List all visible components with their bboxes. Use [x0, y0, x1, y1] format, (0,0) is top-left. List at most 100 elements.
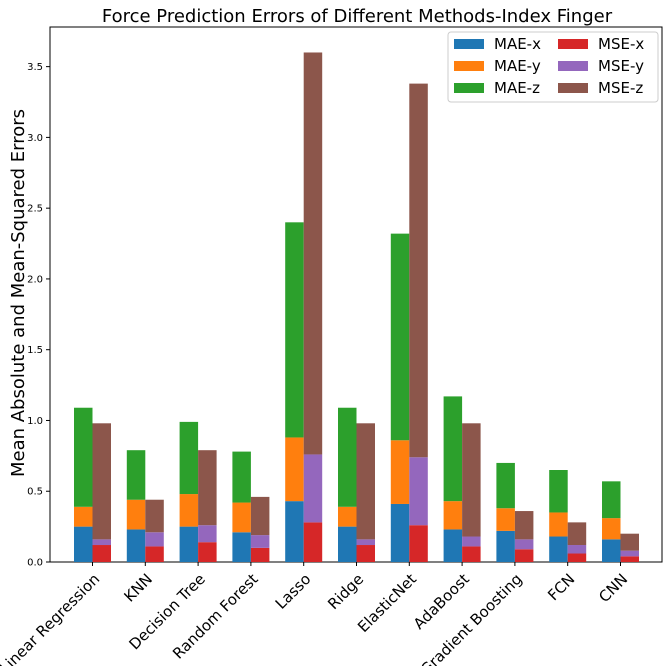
legend-swatch-mae-z	[454, 83, 484, 93]
bar-cnn-mae-y	[602, 518, 621, 540]
bar-knn-mse-y	[145, 532, 164, 547]
legend-frame	[447, 31, 659, 103]
x-tick-label-linear-regression: Linear Regression	[0, 570, 103, 666]
bars-layer	[74, 52, 639, 562]
bar-linear-regression-mse-y	[92, 539, 111, 546]
bar-decision-tree-mse-y	[198, 525, 217, 543]
legend-label-mae-y: MAE-y	[494, 57, 541, 75]
bar-linear-regression-mae-z	[74, 407, 93, 507]
y-tick-label: 1.0	[27, 416, 43, 427]
x-tick-label-fcn: FCN	[544, 570, 578, 604]
bar-elasticnet-mse-z	[409, 83, 428, 458]
bar-ridge-mse-z	[356, 423, 375, 540]
y-tick-label: 2.5	[27, 204, 43, 215]
bar-elasticnet-mae-y	[390, 440, 410, 504]
y-axis: 0.0 0.5 1.0 1.5 2.0 2.5 3.0 3.5	[27, 62, 50, 569]
y-tick-label: 3.0	[27, 133, 43, 144]
legend-label-mse-y: MSE-y	[598, 57, 644, 75]
bar-ridge-mse-y	[356, 539, 375, 546]
bar-random-forest-mae-z	[232, 451, 251, 503]
bar-decision-tree-mae-y	[179, 494, 199, 527]
bar-knn-mae-y	[126, 499, 146, 530]
bar-random-forest-mae-y	[232, 502, 251, 533]
bar-fcn-mse-y	[567, 545, 587, 554]
bar-cnn-mse-y	[620, 550, 639, 557]
bar-fcn-mae-y	[549, 512, 568, 537]
bar-ridge-mae-y	[338, 506, 357, 527]
legend: MAE-x MSE-x MAE-y MSE-y MAE-z MSE-z	[447, 31, 659, 103]
bar-linear-regression-mse-x	[92, 545, 111, 562]
bar-linear-regression-mae-y	[74, 506, 93, 527]
legend-swatch-mse-z	[558, 83, 588, 93]
y-tick-label: 0.5	[27, 487, 43, 498]
bar-lasso-mse-x	[303, 522, 323, 562]
bar-adaboost-mae-z	[443, 396, 463, 502]
bar-linear-regression-mae-x	[74, 526, 93, 562]
bar-cnn-mse-x	[620, 556, 639, 562]
bar-lasso-mse-z	[303, 52, 323, 455]
bar-ridge-mae-z	[338, 407, 357, 507]
y-tick-label: 2.0	[27, 274, 43, 285]
bar-random-forest-mse-x	[250, 547, 270, 562]
bar-adaboost-mse-y	[462, 536, 481, 547]
legend-swatch-mse-y	[558, 61, 588, 71]
bar-knn-mae-x	[126, 529, 146, 562]
bar-random-forest-mae-x	[232, 532, 251, 562]
bar-gradient-boosting-mae-x	[496, 530, 515, 562]
bar-lasso-mae-x	[285, 501, 304, 562]
y-tick-label: 1.5	[27, 345, 43, 356]
bar-lasso-mse-y	[303, 454, 323, 523]
bar-lasso-mae-y	[285, 437, 304, 502]
bar-adaboost-mae-x	[443, 529, 463, 562]
bar-elasticnet-mse-x	[409, 525, 428, 562]
bar-gradient-boosting-mae-z	[496, 462, 515, 509]
bar-elasticnet-mae-z	[390, 233, 410, 441]
y-axis-label: Mean Absolute and Mean-Squared Errors	[8, 109, 29, 477]
bar-adaboost-mae-y	[443, 501, 463, 530]
bar-decision-tree-mse-x	[198, 542, 217, 562]
bar-decision-tree-mse-z	[198, 450, 217, 526]
legend-label-mse-x: MSE-x	[598, 35, 644, 53]
legend-swatch-mse-x	[558, 39, 588, 49]
y-tick-label: 3.5	[27, 62, 43, 73]
bar-ridge-mae-x	[338, 526, 357, 562]
bar-linear-regression-mse-z	[92, 423, 111, 540]
bar-random-forest-mse-z	[250, 496, 270, 536]
bar-elasticnet-mse-y	[409, 457, 428, 526]
bar-gradient-boosting-mse-z	[514, 511, 534, 540]
bar-cnn-mae-x	[602, 539, 621, 562]
bar-fcn-mse-x	[567, 553, 587, 562]
legend-swatch-mae-x	[454, 39, 484, 49]
bar-adaboost-mse-x	[462, 546, 481, 562]
x-tick-label-ridge: Ridge	[324, 570, 367, 613]
bar-elasticnet-mae-x	[390, 503, 410, 562]
bar-knn-mse-x	[145, 546, 164, 562]
bar-cnn-mse-z	[620, 533, 639, 551]
bar-fcn-mae-z	[549, 470, 568, 513]
x-tick-label-cnn: CNN	[595, 570, 631, 606]
legend-label-mae-x: MAE-x	[494, 35, 541, 53]
bar-lasso-mae-z	[285, 222, 304, 438]
bar-fcn-mse-z	[567, 522, 587, 546]
bar-gradient-boosting-mse-x	[514, 549, 534, 562]
chart-title: Force Prediction Errors of Different Met…	[102, 6, 613, 27]
bar-fcn-mae-x	[549, 536, 568, 562]
bar-ridge-mse-x	[356, 545, 375, 562]
bar-knn-mae-z	[126, 450, 146, 500]
legend-label-mse-z: MSE-z	[598, 79, 643, 97]
x-tick-label-knn: KNN	[120, 570, 156, 606]
bar-gradient-boosting-mse-y	[514, 539, 534, 550]
legend-label-mae-z: MAE-z	[494, 79, 540, 97]
x-tick-label-lasso: Lasso	[272, 570, 315, 613]
bar-cnn-mae-z	[602, 481, 621, 519]
bar-decision-tree-mae-x	[179, 526, 199, 562]
bar-knn-mse-z	[145, 499, 164, 533]
bar-gradient-boosting-mae-y	[496, 508, 515, 531]
bar-adaboost-mse-z	[462, 423, 481, 537]
y-tick-label: 0.0	[27, 558, 43, 569]
bar-decision-tree-mae-z	[179, 421, 199, 495]
legend-swatch-mae-y	[454, 61, 484, 71]
bar-random-forest-mse-y	[250, 535, 270, 548]
